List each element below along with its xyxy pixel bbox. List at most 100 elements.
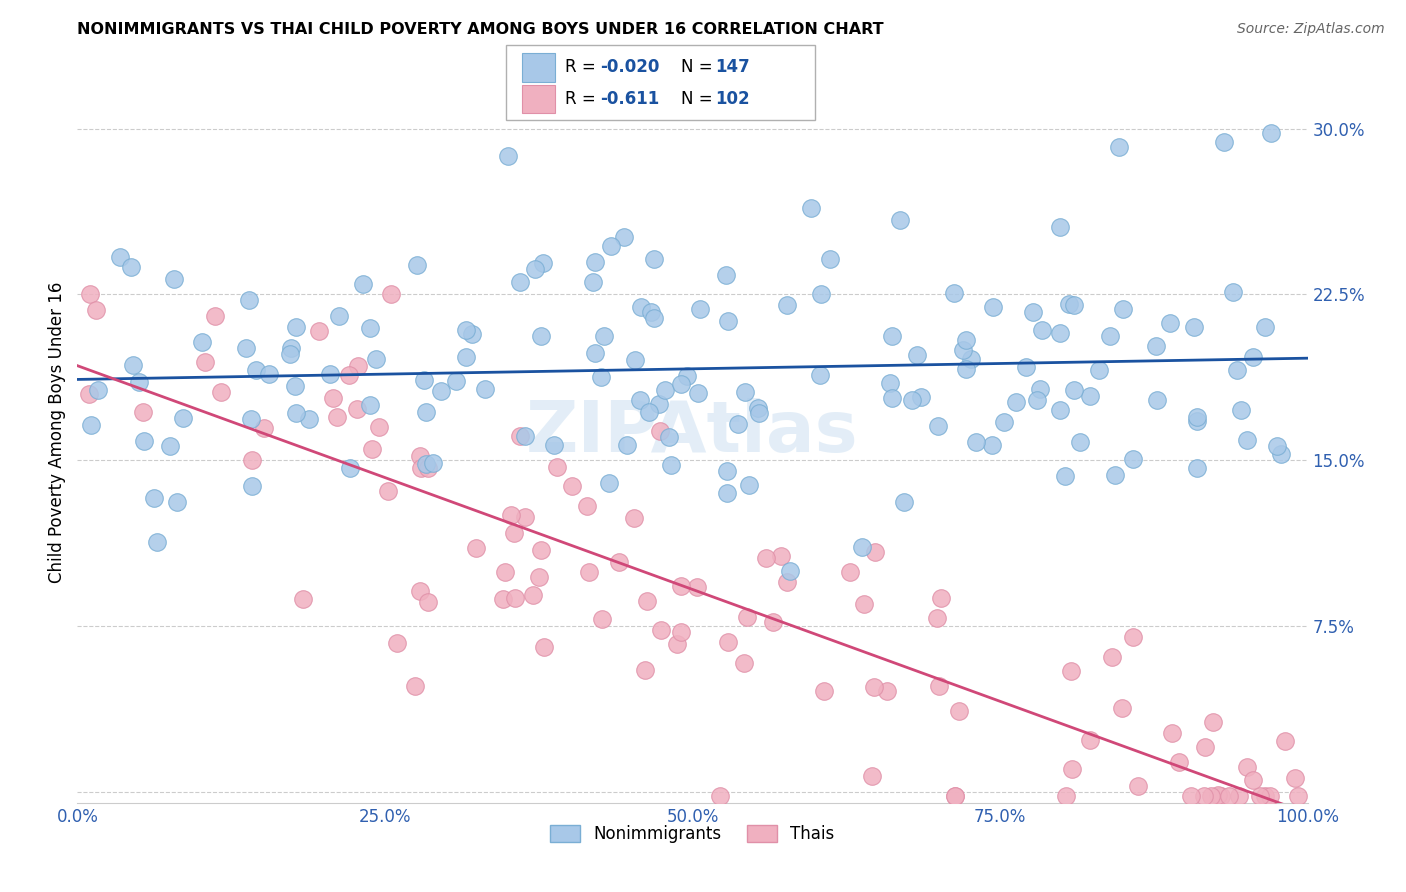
Point — [669, 624, 692, 639]
Point — [676, 369, 699, 384]
Point — [513, 510, 536, 524]
Point — [146, 535, 169, 549]
Point — [863, 545, 886, 559]
Point — [319, 367, 342, 381]
Point — [1260, 126, 1282, 140]
Point — [665, 637, 688, 651]
Point — [929, 591, 952, 605]
Point — [522, 588, 544, 602]
Point — [876, 684, 898, 698]
Point — [1062, 762, 1084, 776]
Point — [575, 499, 598, 513]
Point — [928, 679, 950, 693]
Text: NONIMMIGRANTS VS THAI CHILD POVERTY AMONG BOYS UNDER 16 CORRELATION CHART: NONIMMIGRANTS VS THAI CHILD POVERTY AMON… — [77, 22, 884, 37]
Text: -0.611: -0.611 — [600, 90, 659, 108]
Point — [598, 475, 620, 490]
Point — [1101, 650, 1123, 665]
Point — [755, 551, 778, 566]
Point — [1022, 305, 1045, 319]
Point — [530, 328, 553, 343]
Text: N =: N = — [681, 90, 717, 108]
Point — [648, 397, 671, 411]
Point — [1144, 339, 1167, 353]
Point — [659, 458, 682, 472]
Point — [416, 595, 439, 609]
Point — [163, 272, 186, 286]
Point — [1284, 772, 1306, 786]
Point — [368, 419, 391, 434]
Point — [454, 323, 477, 337]
Text: R =: R = — [565, 90, 606, 108]
Point — [1146, 392, 1168, 407]
Point — [238, 293, 260, 307]
Point — [717, 314, 740, 328]
Point — [285, 406, 308, 420]
Point — [509, 276, 531, 290]
Point — [942, 286, 965, 301]
Point — [1122, 452, 1144, 467]
Point — [880, 328, 903, 343]
Point — [108, 251, 131, 265]
Point — [411, 461, 433, 475]
Point — [1226, 363, 1249, 377]
Point — [1218, 789, 1240, 804]
Point — [1274, 733, 1296, 747]
Point — [688, 386, 710, 401]
Point — [769, 549, 792, 563]
Point — [591, 612, 613, 626]
Point — [623, 511, 645, 525]
Point — [235, 341, 257, 355]
Point — [1031, 323, 1053, 337]
Point — [716, 486, 738, 500]
Point — [1222, 285, 1244, 299]
Point — [1049, 326, 1071, 340]
Point — [959, 351, 981, 366]
Point — [1209, 789, 1232, 804]
Point — [1260, 789, 1282, 804]
Point — [776, 298, 799, 312]
Point — [503, 526, 526, 541]
Text: ZIPAtlas: ZIPAtlas — [526, 398, 859, 467]
Point — [1168, 755, 1191, 769]
Point — [284, 319, 307, 334]
Point — [1128, 780, 1150, 794]
Text: R =: R = — [565, 58, 602, 77]
Point — [347, 359, 370, 374]
Point — [637, 405, 659, 419]
Point — [582, 275, 605, 289]
Point — [159, 439, 181, 453]
Point — [810, 286, 832, 301]
Point — [1108, 140, 1130, 154]
Point — [1201, 789, 1223, 804]
Point — [955, 334, 977, 348]
Point — [630, 300, 652, 314]
Point — [808, 368, 831, 382]
Point — [77, 387, 100, 401]
Point — [1112, 301, 1135, 316]
Point — [546, 460, 568, 475]
Point — [1194, 739, 1216, 754]
Point — [122, 358, 145, 372]
Point — [716, 464, 738, 478]
Point — [643, 252, 665, 266]
Point — [851, 540, 873, 554]
Point — [578, 565, 600, 579]
Point — [530, 542, 553, 557]
Point — [1087, 362, 1109, 376]
Point — [492, 591, 515, 606]
Point — [412, 373, 434, 387]
Point — [1028, 382, 1050, 396]
Point — [648, 425, 671, 439]
Point — [747, 401, 769, 416]
Point — [686, 580, 709, 594]
Point — [981, 438, 1004, 452]
Point — [527, 569, 550, 583]
Point — [209, 385, 232, 400]
Point — [591, 370, 613, 384]
Point — [1063, 383, 1085, 397]
Point — [280, 342, 302, 356]
Point — [1229, 403, 1251, 417]
Point — [717, 635, 740, 649]
Point — [776, 575, 799, 590]
Point — [966, 434, 988, 449]
